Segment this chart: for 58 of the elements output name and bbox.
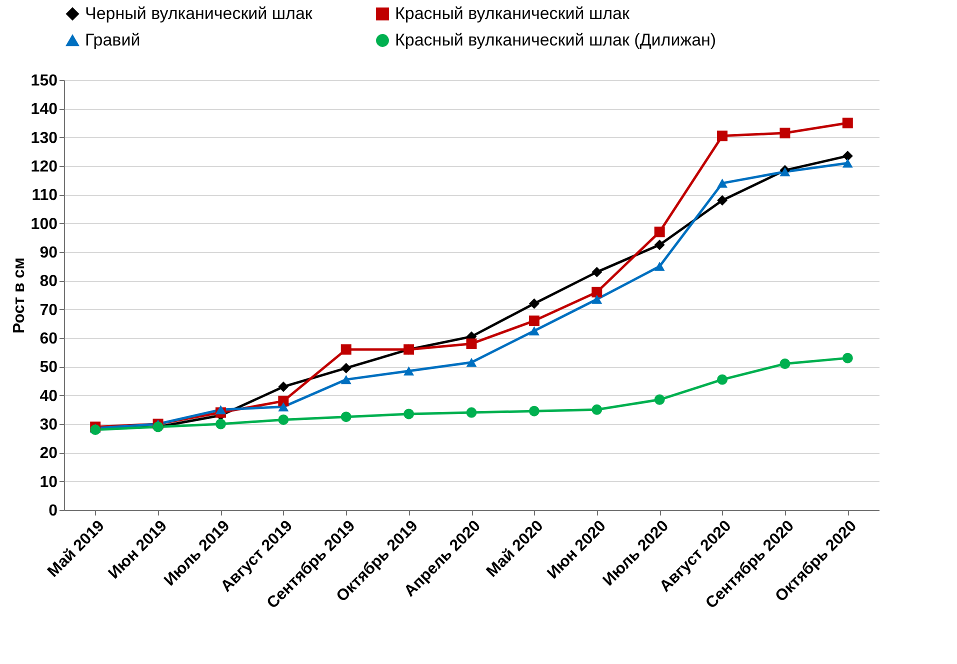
point xyxy=(654,226,665,238)
point xyxy=(278,402,289,412)
point xyxy=(592,286,602,298)
point xyxy=(842,352,853,364)
y-tick-label: 40 xyxy=(40,388,58,405)
y-tick-label: 110 xyxy=(32,187,58,204)
point xyxy=(215,405,226,414)
point xyxy=(340,412,352,422)
y-tick-label: 100 xyxy=(30,216,58,233)
point xyxy=(466,338,477,349)
point xyxy=(528,316,540,326)
point xyxy=(340,362,352,374)
point xyxy=(780,128,790,138)
y-tick-label: 10 xyxy=(40,474,58,491)
y-tick-label: 80 xyxy=(40,273,58,290)
y-tick-label: 20 xyxy=(40,445,58,462)
point xyxy=(404,408,414,420)
y-tick-label: 150 xyxy=(30,72,58,90)
point xyxy=(654,240,665,250)
point xyxy=(780,358,790,370)
point xyxy=(278,414,289,425)
point xyxy=(717,374,728,385)
point xyxy=(842,158,853,168)
point xyxy=(528,298,540,309)
point xyxy=(592,266,602,278)
point xyxy=(278,396,289,406)
y-tick-label: 120 xyxy=(30,158,58,176)
point xyxy=(466,407,477,418)
point xyxy=(592,294,602,304)
point xyxy=(528,326,540,336)
legend-label: Черный вулканический шлак xyxy=(85,4,313,23)
point xyxy=(717,178,728,188)
legend-label: Красный вулканический шлак xyxy=(395,4,630,23)
legend-label: Гравий xyxy=(85,30,140,50)
point xyxy=(340,375,352,384)
y-tick-label: 60 xyxy=(40,330,58,348)
point xyxy=(654,262,665,271)
y-tick-label: 0 xyxy=(48,502,58,520)
point xyxy=(592,404,602,415)
point xyxy=(654,394,665,405)
point xyxy=(717,195,728,206)
y-tick-label: 30 xyxy=(40,416,58,434)
point xyxy=(278,381,289,392)
y-tick-label: 140 xyxy=(30,101,58,118)
point xyxy=(466,358,477,367)
point xyxy=(842,150,853,162)
point xyxy=(404,366,414,376)
y-tick-label: 90 xyxy=(40,244,58,262)
point xyxy=(215,418,226,430)
point xyxy=(842,118,853,128)
y-tick-label: 70 xyxy=(40,302,58,319)
y-axis-title: Рост в см xyxy=(10,257,28,334)
point xyxy=(717,130,728,142)
point xyxy=(528,406,540,416)
y-tick-label: 130 xyxy=(30,130,58,147)
legend-label: Красный вулканический шлак (Дилижан) xyxy=(395,30,716,50)
point xyxy=(340,344,352,355)
y-tick-label: 50 xyxy=(40,359,58,376)
